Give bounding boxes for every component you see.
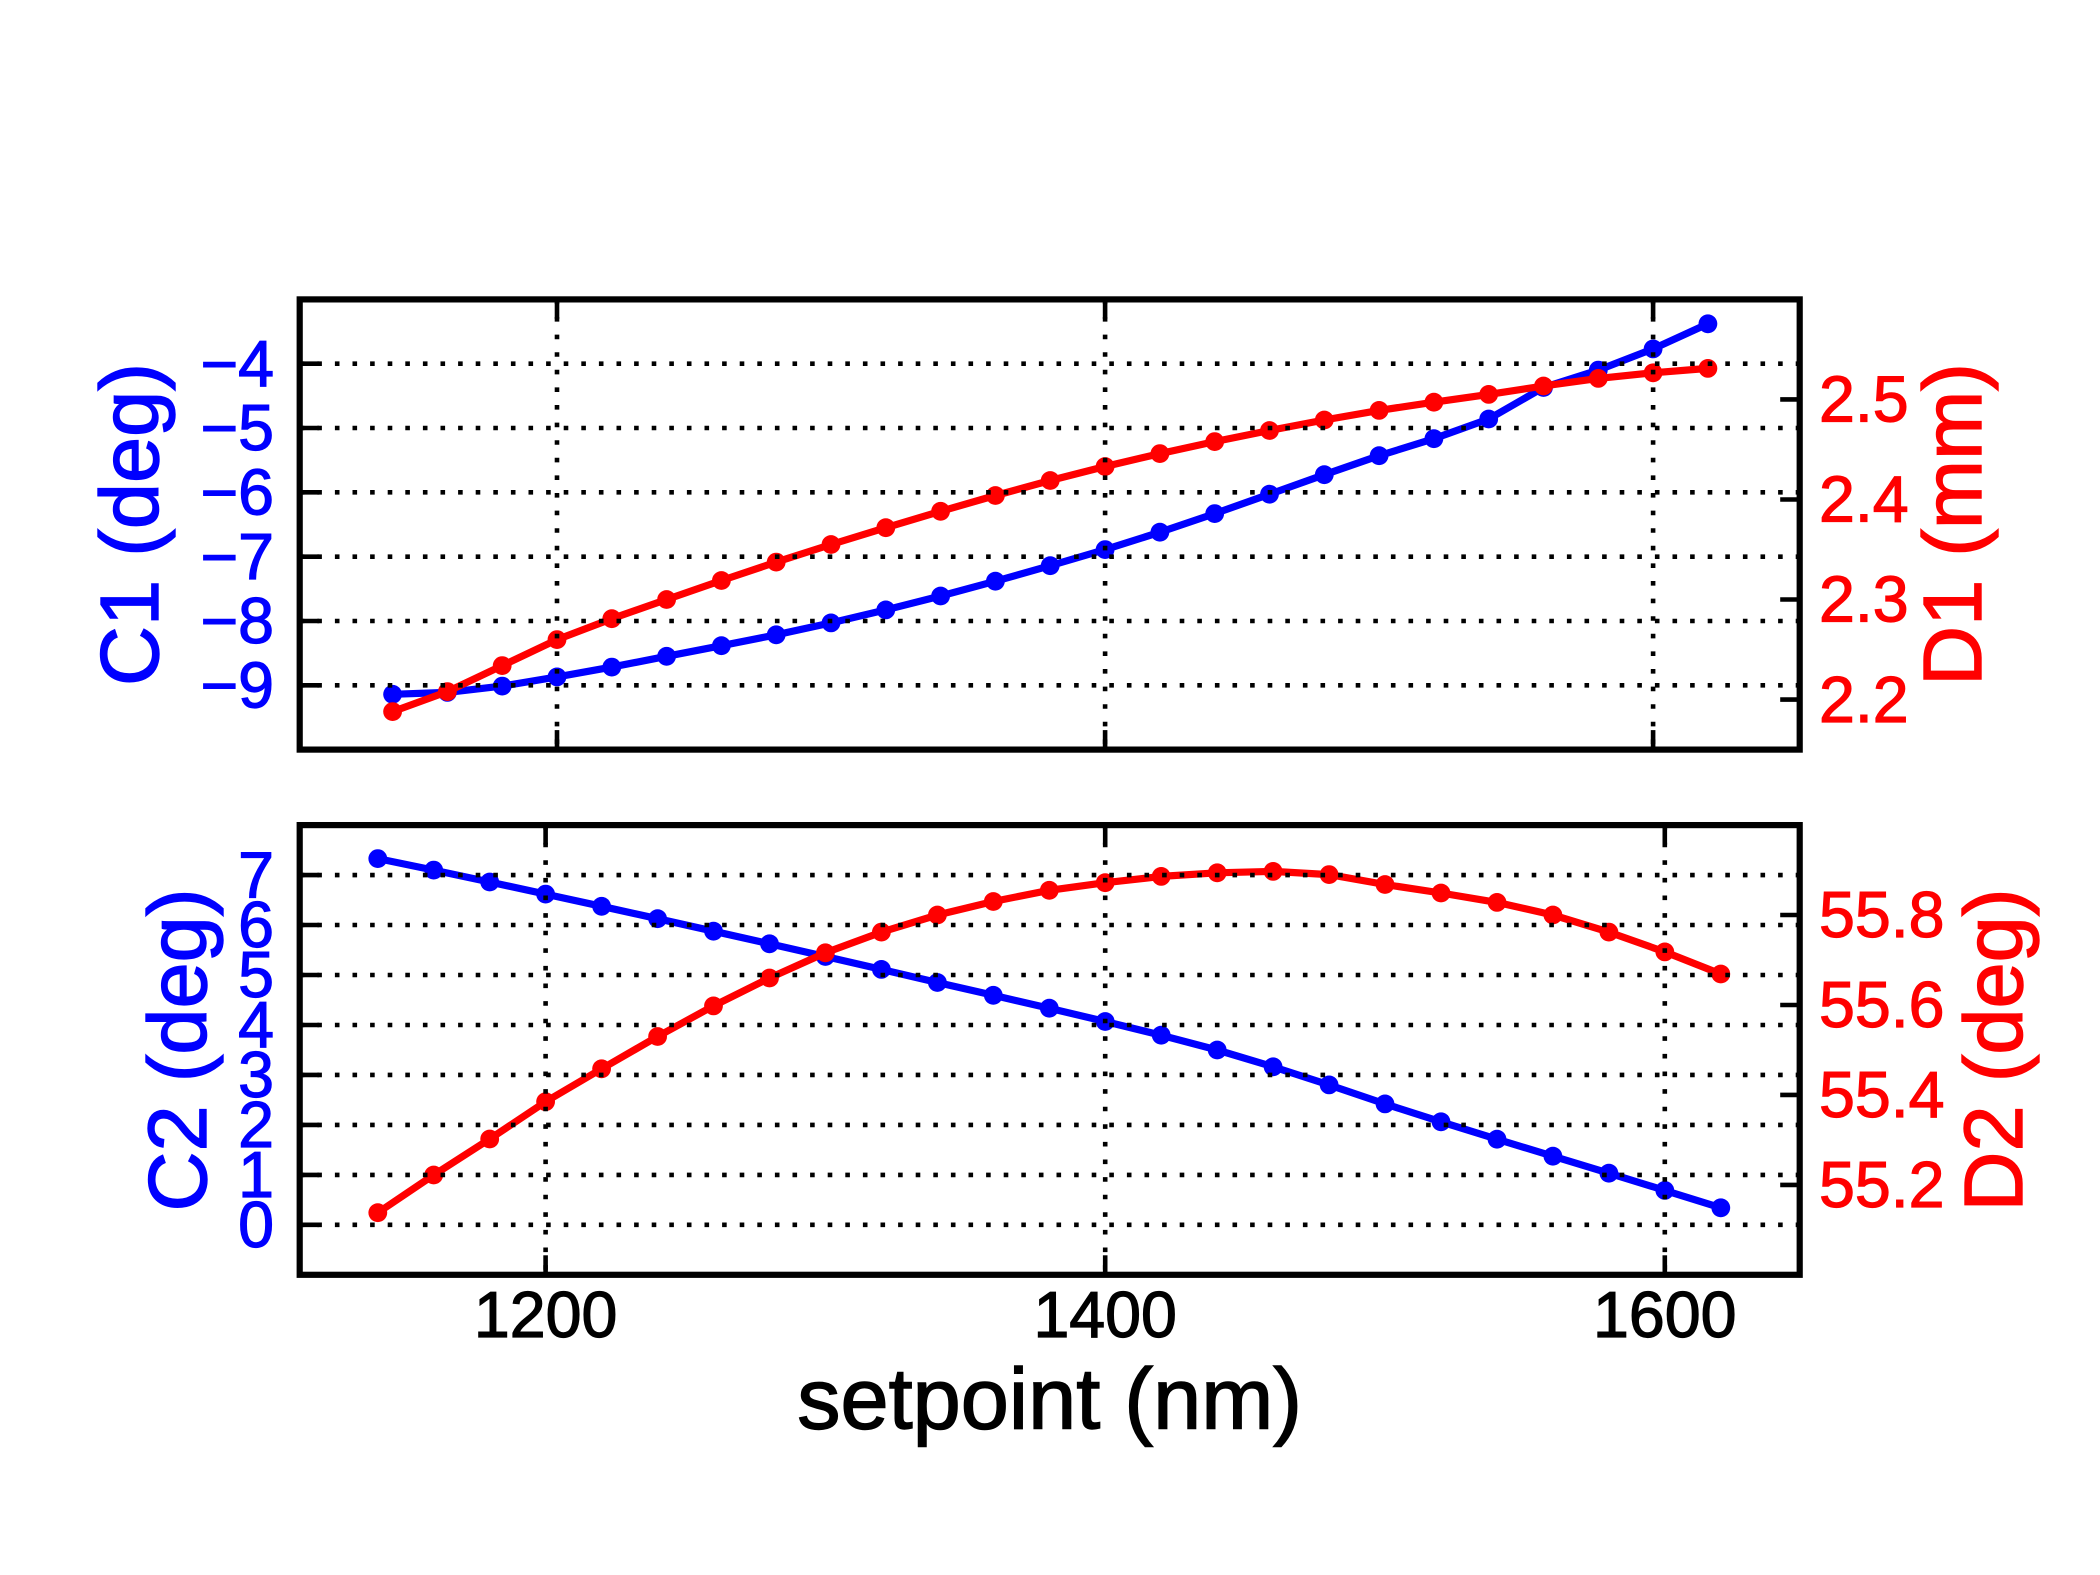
svg-text:4: 4	[238, 989, 274, 1061]
svg-text:55.2: 55.2	[1819, 1149, 1945, 1221]
svg-text:setpoint (nm): setpoint (nm)	[797, 1352, 1302, 1448]
svg-text:55.8: 55.8	[1819, 879, 1945, 951]
svg-text:55.4: 55.4	[1819, 1059, 1945, 1131]
svg-text:−6: −6	[200, 457, 274, 529]
svg-text:D1 (mm): D1 (mm)	[1906, 363, 1999, 686]
svg-text:1600: 1600	[1593, 1279, 1737, 1351]
svg-text:7: 7	[238, 839, 274, 911]
svg-text:55.6: 55.6	[1819, 969, 1945, 1041]
svg-text:C1 (deg): C1 (deg)	[83, 363, 176, 686]
svg-text:2.3: 2.3	[1819, 564, 1909, 636]
svg-text:1200: 1200	[474, 1279, 618, 1351]
svg-text:C2 (deg): C2 (deg)	[131, 889, 224, 1212]
svg-text:−4: −4	[200, 328, 274, 400]
svg-text:−7: −7	[200, 521, 274, 593]
svg-text:2.2: 2.2	[1819, 664, 1909, 736]
svg-text:D2 (deg): D2 (deg)	[1947, 889, 2040, 1212]
svg-text:2: 2	[238, 1089, 274, 1161]
svg-text:6: 6	[238, 889, 274, 961]
svg-text:3: 3	[238, 1039, 274, 1111]
svg-text:−9: −9	[200, 650, 274, 722]
svg-text:2.4: 2.4	[1819, 464, 1909, 536]
svg-text:−8: −8	[200, 585, 274, 657]
svg-text:1400: 1400	[1033, 1279, 1177, 1351]
svg-text:1: 1	[238, 1139, 274, 1211]
svg-text:−5: −5	[200, 392, 274, 464]
svg-text:5: 5	[238, 939, 274, 1011]
svg-text:0: 0	[238, 1189, 274, 1261]
svg-text:2.5: 2.5	[1819, 364, 1909, 436]
